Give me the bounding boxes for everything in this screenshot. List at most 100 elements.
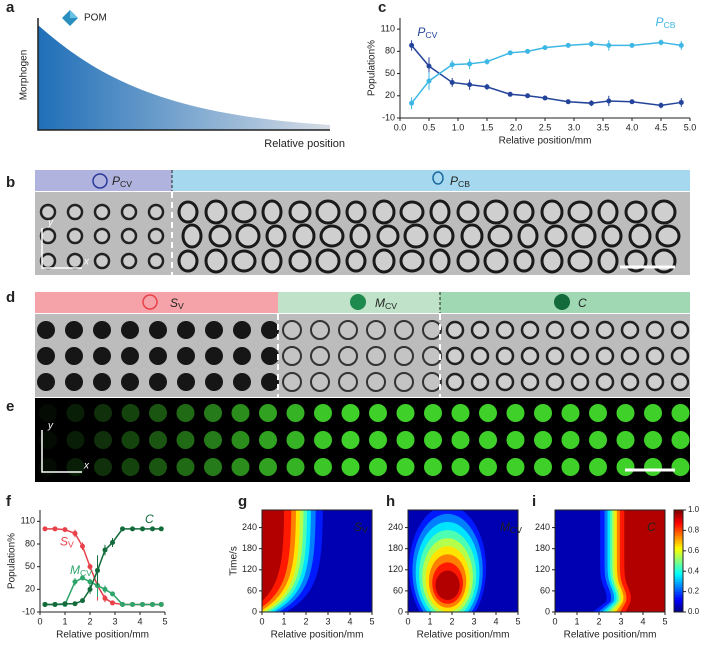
droplet	[261, 321, 279, 339]
colorbar-cell	[674, 535, 683, 539]
x-axis-label: Relative position/mm	[417, 630, 510, 641]
symbol-label: PCV	[417, 25, 437, 40]
data-point	[467, 82, 473, 88]
data-point	[467, 61, 473, 67]
droplet	[570, 320, 590, 340]
droplet	[261, 373, 279, 391]
droplet	[470, 372, 490, 392]
data-point	[120, 526, 125, 532]
droplet	[66, 431, 85, 449]
schematic-axes	[37, 18, 330, 131]
x-tick-label: 4	[347, 616, 352, 626]
y-tick-label: 50	[385, 68, 395, 78]
x-tick-label: 1	[427, 616, 432, 626]
axes-arrows-e	[41, 430, 82, 473]
droplet	[651, 248, 677, 274]
droplet	[65, 321, 83, 339]
data-point	[95, 567, 100, 573]
contour-band	[262, 510, 285, 602]
data-point	[130, 526, 135, 532]
data-point	[606, 98, 612, 104]
colorbar-cell	[674, 561, 683, 565]
panel-letter: i	[532, 493, 536, 510]
data-point	[678, 42, 684, 48]
droplet	[372, 199, 396, 225]
droplet	[495, 320, 515, 340]
droplet	[120, 227, 138, 245]
y-tick-label: 240	[535, 522, 550, 532]
data-point	[588, 100, 594, 106]
panel-letter: g	[238, 493, 247, 510]
data-point	[140, 526, 145, 532]
colorbar-cell	[674, 609, 683, 613]
droplet	[94, 431, 112, 449]
droplet	[66, 227, 84, 245]
x-tick-label: 4	[493, 616, 498, 626]
droplet	[282, 372, 302, 392]
symbol-label: MCV	[500, 520, 522, 535]
colorbar-cell	[674, 532, 683, 536]
droplet	[259, 431, 277, 449]
droplet	[399, 249, 425, 273]
data-point	[426, 78, 432, 84]
symbol: S	[60, 535, 68, 549]
data-point	[110, 600, 115, 606]
symbol: M	[500, 520, 510, 534]
droplet	[149, 347, 167, 365]
data-point	[80, 543, 85, 549]
data-point	[140, 601, 145, 607]
contour-band	[624, 510, 665, 612]
x-tick-label: 5	[662, 616, 667, 626]
axis-y: y	[47, 218, 54, 229]
droplet	[177, 249, 199, 273]
droplet	[589, 458, 607, 476]
symbol-label: MCV	[375, 296, 397, 311]
droplet	[671, 404, 690, 422]
x-tick-label: 0	[37, 616, 42, 626]
droplet	[149, 321, 167, 339]
droplet	[39, 203, 57, 221]
droplet	[479, 404, 497, 422]
pom-label: POM	[84, 13, 107, 24]
droplet	[233, 347, 251, 365]
y-tick-label: 50	[25, 561, 35, 571]
colorbar-tick-label: 0.6	[688, 546, 700, 555]
contour-band	[435, 570, 460, 601]
symbol: P	[417, 25, 425, 39]
droplet	[121, 347, 139, 365]
colorbar-cell	[674, 586, 683, 590]
colorbar-cell	[674, 550, 683, 554]
colorbar-cell	[674, 527, 683, 531]
droplet	[570, 346, 590, 366]
droplet	[205, 373, 223, 391]
symbol-label: PCV	[112, 174, 132, 189]
y-tick-label: 0	[545, 606, 550, 616]
droplet	[495, 372, 515, 392]
droplet	[288, 249, 312, 273]
x-axis-label: Relative position/mm	[56, 630, 149, 641]
droplet	[319, 224, 345, 248]
droplet	[261, 248, 283, 274]
y-tick-label: 120	[242, 564, 257, 574]
droplet	[369, 404, 387, 422]
colorbar-cell	[674, 589, 683, 593]
y-axis-label: Time/s	[229, 546, 240, 576]
subscript: CV	[510, 525, 522, 535]
droplet	[445, 372, 465, 392]
droplet	[487, 224, 513, 248]
droplet	[286, 404, 305, 422]
symbol-label: C	[578, 296, 587, 310]
data-point	[484, 59, 490, 65]
x-tick-label: 4.0	[626, 122, 639, 132]
droplet	[396, 404, 415, 422]
droplet	[205, 321, 223, 339]
droplet	[540, 199, 564, 225]
colorbar-cell	[674, 576, 683, 580]
droplet	[534, 404, 552, 422]
axes-arrows-b	[41, 228, 82, 269]
colorbar-cell	[674, 553, 683, 557]
droplet	[204, 431, 222, 449]
droplet	[345, 249, 367, 273]
droplet	[561, 404, 580, 422]
panel-letter: d	[6, 289, 15, 306]
